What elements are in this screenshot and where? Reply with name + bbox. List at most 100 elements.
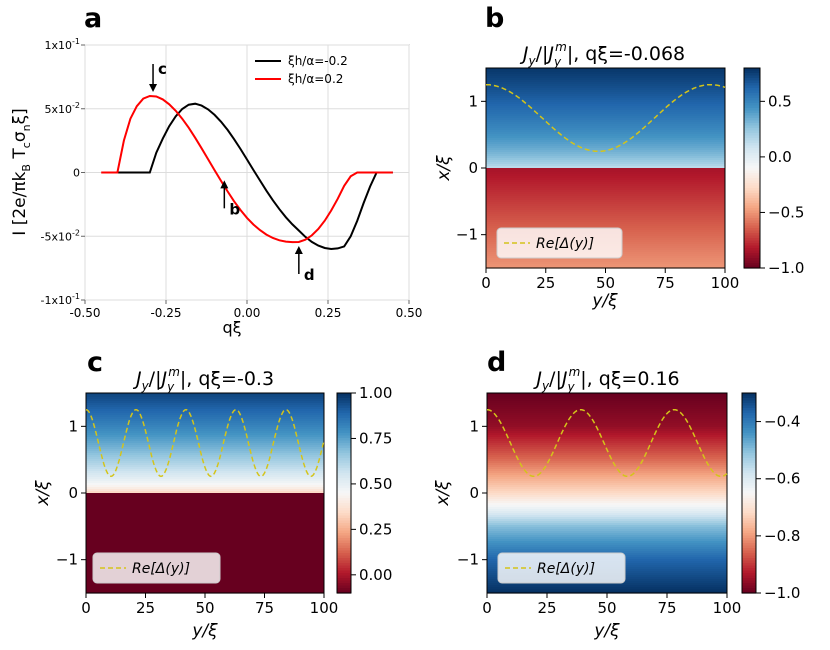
- panel-b-colorbar-cell: [744, 253, 760, 257]
- panel-c-colorbar-cell: [337, 538, 351, 542]
- panel-b-heat-cell: [486, 78, 725, 81]
- panel-c-heat-cell: [86, 515, 324, 518]
- panel-d-colorbar-cell: [742, 410, 756, 414]
- panel-c-heat-cell: [86, 499, 324, 502]
- panel-d-colorbar-label: −0.4: [764, 413, 800, 431]
- panel-d-heat-cell: [487, 521, 727, 524]
- panel-d-heat-cell: [487, 533, 727, 536]
- panel-c-heat-cell: [86, 471, 324, 474]
- panel-b-ytick-label: 0: [468, 159, 478, 177]
- panel-b-colorbar-cell: [744, 235, 760, 239]
- panel-d-colorbar-cell: [742, 533, 756, 537]
- panel-c-colorbar-cell: [337, 540, 351, 544]
- panel-d-heat-cell: [487, 463, 727, 466]
- panel-b-colorbar-cell: [744, 98, 760, 102]
- panel-c-colorbar-cell: [337, 575, 351, 579]
- panel-d-colorbar-cell: [742, 590, 756, 594]
- panel-b-heat-cell: [486, 86, 725, 89]
- panel-c-heat-cell: [86, 501, 324, 504]
- panel-c-colorbar-cell: [337, 525, 351, 529]
- panel-d-colorbar-cell: [742, 505, 756, 509]
- panel-b-colorbar-cell: [744, 258, 760, 262]
- panel-c-heat-cell: [86, 503, 324, 506]
- panel-d-heat-cell: [487, 481, 727, 484]
- panel-d-heat-cell: [487, 419, 727, 422]
- panel-d-heat-cell: [487, 497, 727, 500]
- panel-c-colorbar-cell: [337, 565, 351, 569]
- panel-c-colorbar-cell: [337, 490, 351, 494]
- panel-c-colorbar-cell: [337, 513, 351, 517]
- panel-d-heat-cell: [487, 445, 727, 448]
- panel-c-heat-cell: [86, 483, 324, 486]
- panel-label-b: b: [485, 3, 504, 34]
- panel-a-grid: [84, 44, 410, 301]
- panel-a-xtick-label: -0.50: [69, 306, 100, 320]
- panel-c-heat-cell: [86, 433, 324, 436]
- panel-c-colorbar-cell: [337, 408, 351, 412]
- panel-d-colorbar-cell: [742, 430, 756, 434]
- panel-c-colorbar-cell: [337, 523, 351, 527]
- panel-d-colorbar-cell: [742, 473, 756, 477]
- panel-c-heat-cell: [86, 431, 324, 434]
- panel-d-heat-cell: [487, 459, 727, 462]
- panel-d-heat-cell: [487, 513, 727, 516]
- panel-d-heat-cell: [487, 401, 727, 404]
- panel-d-heat-cell: [487, 585, 727, 588]
- panel-b-heat-cell: [486, 88, 725, 91]
- panel-d-colorbar-cell: [742, 580, 756, 584]
- panel-c-colorbar-cell: [337, 588, 351, 592]
- panel-b-legend-box: [496, 227, 623, 259]
- panel-c-colorbar-label: 1.00: [359, 384, 392, 402]
- panel-c-colorbar-cell: [337, 543, 351, 547]
- panel-b-heat-cell: [486, 156, 725, 159]
- panel-b-heat-cell: [486, 94, 725, 97]
- panel-b-colorbar-cell: [744, 248, 760, 252]
- panel-a-ytick-label: 1x10-1: [45, 37, 81, 52]
- panel-c-colorbar-label: 0.25: [359, 520, 392, 538]
- panel-b-colorbar-cell: [744, 120, 760, 124]
- panel-d-colorbar-cell: [742, 470, 756, 474]
- panel-d-heat-cell: [487, 551, 727, 554]
- panel-b-xtick-label: 0: [481, 274, 491, 292]
- panel-c-colorbar-cell: [337, 398, 351, 402]
- panel-c-colorbar-cell: [337, 585, 351, 589]
- panel-d-heatmap-field: [487, 393, 727, 594]
- panel-c-colorbar-cell: [337, 483, 351, 487]
- panel-d-colorbar-cell: [742, 583, 756, 587]
- panel-b-colorbar-label: 0.0: [768, 148, 792, 166]
- panel-d-heat-cell: [487, 417, 727, 420]
- panel-c-heat-cell: [86, 413, 324, 416]
- panel-c-heat-cell: [86, 429, 324, 432]
- panel-b-heat-cell: [486, 144, 725, 147]
- panel-c-colorbar-cell: [337, 508, 351, 512]
- panel-c-heat-cell: [86, 535, 324, 538]
- panel-b-legend-label: Re[Δ(y)]: [536, 236, 594, 252]
- panel-b-heat-cell: [486, 102, 725, 105]
- panel-b-heat-cell: [486, 142, 725, 145]
- panel-d-heat-cell: [487, 405, 727, 408]
- panel-c-colorbar-label: 0.50: [359, 475, 392, 493]
- panel-a-ytick-label: -5x10-2: [41, 228, 80, 243]
- panel-d-colorbar-cell: [742, 408, 756, 412]
- panel-d-heat-cell: [487, 415, 727, 418]
- panel-a-ylabel: I [2e/πkB Tcσnξ]: [10, 108, 33, 235]
- panel-b-heat-cell: [486, 186, 725, 189]
- panel-d-legend-label: Re[Δ(y)]: [537, 561, 595, 577]
- panel-d-heat-cell: [487, 523, 727, 526]
- panel-d-colorbar-cell: [742, 458, 756, 462]
- panel-c-heat-cell: [86, 409, 324, 412]
- panel-b-colorbar-cell: [744, 238, 760, 242]
- panel-d-colorbar-cell: [742, 435, 756, 439]
- panel-d-colorbar-cell: [742, 413, 756, 417]
- panel-d-colorbar-cell: [742, 530, 756, 534]
- panel-b-heat-cell: [486, 224, 725, 227]
- panel-b-colorbar-cell: [744, 200, 760, 204]
- panel-label-d: d: [487, 347, 506, 378]
- panel-d-heat-cell: [487, 519, 727, 522]
- panel-d-heat-cell: [487, 411, 727, 414]
- panel-b-colorbar-cell: [744, 108, 760, 112]
- panel-b-heat-cell: [486, 214, 725, 217]
- panel-c-heat-cell: [86, 469, 324, 472]
- panel-b-heat-cell: [486, 204, 725, 207]
- panel-b-heat-cell: [486, 158, 725, 161]
